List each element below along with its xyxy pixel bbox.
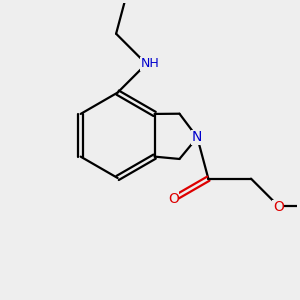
Text: O: O — [273, 200, 283, 214]
Text: O: O — [168, 192, 178, 206]
Text: N: N — [192, 130, 202, 144]
Text: NH: NH — [140, 57, 159, 70]
